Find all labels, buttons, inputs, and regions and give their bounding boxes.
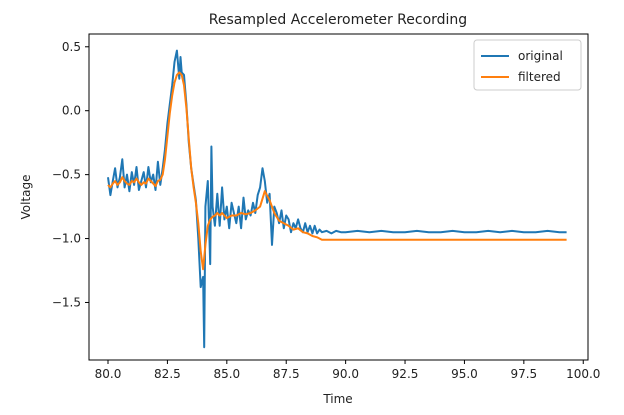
series-layer bbox=[107, 49, 567, 349]
x-tick-label: 90.0 bbox=[332, 367, 359, 381]
x-tick-label: 80.0 bbox=[95, 367, 122, 381]
x-tick-label: 87.5 bbox=[273, 367, 300, 381]
legend: original filtered bbox=[473, 39, 582, 91]
x-tick-label: 92.5 bbox=[392, 367, 419, 381]
plot-frame bbox=[88, 33, 589, 361]
series-line-filtered bbox=[107, 71, 567, 271]
plot-area bbox=[88, 33, 589, 361]
y-tick-label: −1.5 bbox=[52, 295, 81, 309]
x-tick-label: 82.5 bbox=[154, 367, 181, 381]
y-axis: 0.5 0.0 −0.5 −1.0 −1.5 bbox=[52, 40, 89, 309]
y-axis-label: Voltage bbox=[19, 174, 33, 219]
y-tick-label: 0.0 bbox=[62, 104, 81, 118]
x-axis: 80.0 82.5 85.0 87.5 90.0 92.5 95.0 97.5 100.0 bbox=[95, 360, 600, 381]
legend-label-original: original bbox=[518, 49, 563, 63]
y-tick-label: −0.5 bbox=[52, 168, 81, 182]
series-line-original bbox=[107, 49, 567, 349]
legend-label-filtered: filtered bbox=[518, 70, 561, 84]
y-tick-label: −1.0 bbox=[52, 232, 81, 246]
x-tick-label: 97.5 bbox=[510, 367, 537, 381]
x-tick-label: 100.0 bbox=[566, 367, 600, 381]
chart-title: Resampled Accelerometer Recording bbox=[209, 12, 467, 28]
x-tick-label: 85.0 bbox=[213, 367, 240, 381]
y-tick-label: 0.5 bbox=[62, 40, 81, 54]
x-tick-label: 95.0 bbox=[451, 367, 478, 381]
x-axis-label: Time bbox=[322, 392, 352, 406]
